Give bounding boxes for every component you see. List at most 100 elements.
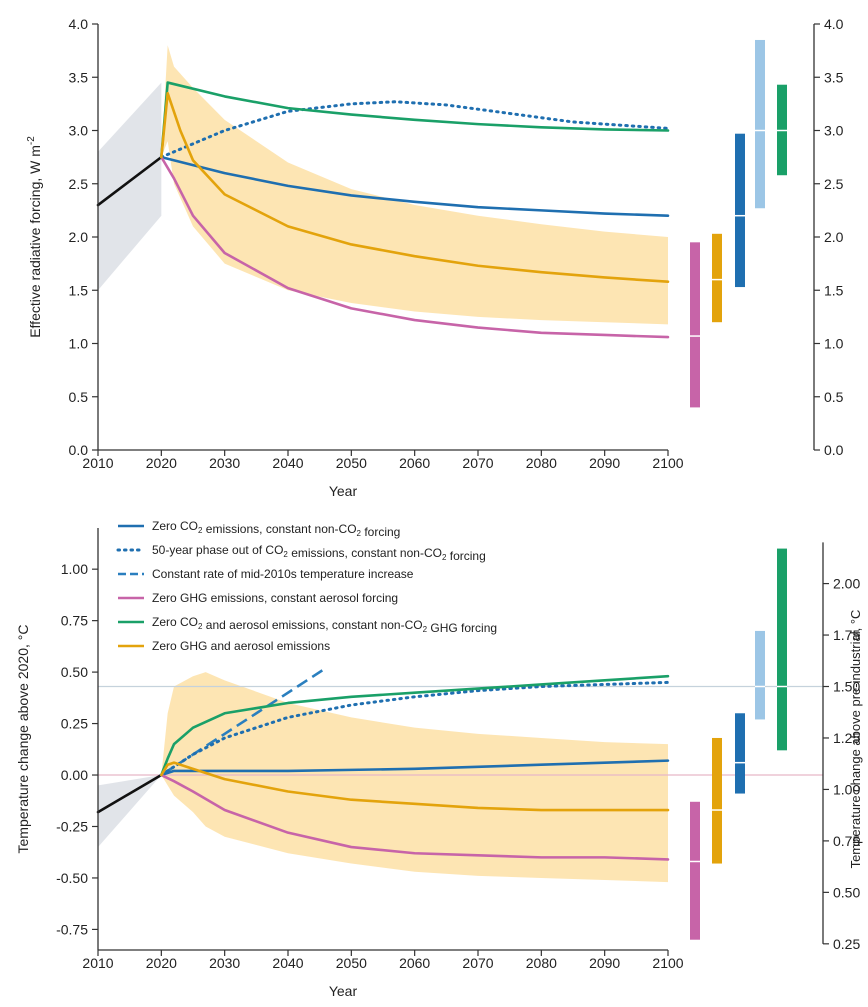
y-tick-label: 0.25 xyxy=(61,716,88,732)
y-tick-label: 2.0 xyxy=(69,229,89,245)
legend-text: emissions, constant non-CO xyxy=(202,522,356,536)
right-y-tick-label: 0.75 xyxy=(833,833,860,849)
right-y-tick-label: 0.50 xyxy=(833,884,860,900)
legend-text: GHG forcing xyxy=(427,621,497,635)
y-tick-label: 2.5 xyxy=(69,176,89,192)
y-tick-label: 3.0 xyxy=(69,123,89,139)
range-bar-zero_co2_aerosol xyxy=(777,548,787,751)
x-tick-label: 2040 xyxy=(272,955,303,971)
x-tick-label: 2080 xyxy=(526,955,557,971)
series-zero_co2 xyxy=(160,155,670,217)
legend-text: Zero CO xyxy=(152,519,198,533)
right-y-tick-label: 0.0 xyxy=(824,442,844,458)
series-history xyxy=(96,155,163,207)
range-bar-zero_ghg_aerosol xyxy=(712,737,722,864)
y-tick-label: -0.25 xyxy=(56,818,88,834)
range-bar-light_blue xyxy=(755,630,765,720)
series-phase_out xyxy=(159,100,670,159)
legend-label-zero_co2: Zero CO2 emissions, constant non-CO2 for… xyxy=(152,519,400,539)
series-zero_ghg xyxy=(160,773,670,861)
y-tick-label: 3.5 xyxy=(69,69,89,85)
legend-label-zero_co2_aerosol: Zero CO2 and aerosol emissions, constant… xyxy=(152,615,497,635)
y-tick-label: 4.0 xyxy=(69,16,89,32)
legend-label-phase_out: 50-year phase out of CO2 emissions, cons… xyxy=(152,543,486,563)
legend-subscript: 2 xyxy=(198,622,203,631)
series-zero_co2_aerosol xyxy=(160,674,670,777)
legend-subscript: 2 xyxy=(198,526,203,535)
legend-label-zero_ghg_aerosol: Zero GHG and aerosol emissions xyxy=(152,639,330,653)
legend-subscript: 2 xyxy=(442,553,447,562)
legend-subscript: 2 xyxy=(283,550,288,559)
x-tick-label: 2060 xyxy=(399,455,430,471)
x-tick-label: 2010 xyxy=(82,455,113,471)
x-tick-label: 2050 xyxy=(336,955,367,971)
legend-text: Zero GHG and aerosol emissions xyxy=(152,639,330,653)
right-y-tick-label: 1.50 xyxy=(833,679,860,695)
range-bar-zero_co2 xyxy=(735,133,745,288)
y-axis-label: Temperature change above 2020, °C xyxy=(15,625,31,854)
x-tick-label: 2030 xyxy=(209,955,240,971)
uncertainty-band xyxy=(161,45,669,325)
legend-label-const_rate: Constant rate of mid-2010s temperature i… xyxy=(152,567,414,581)
uncertainty-band xyxy=(161,672,669,883)
x-tick-label: 2090 xyxy=(589,455,620,471)
x-axis-label: Year xyxy=(329,483,358,499)
y-tick-label: -0.75 xyxy=(56,921,88,937)
y-tick-label: 1.00 xyxy=(61,561,88,577)
history-uncertainty-band xyxy=(98,82,162,291)
legend-text: Constant rate of mid-2010s temperature i… xyxy=(152,567,414,581)
x-tick-label: 2060 xyxy=(399,955,430,971)
right-y-tick-label: 3.0 xyxy=(824,123,844,139)
legend-subscript: 2 xyxy=(423,625,428,634)
series-history xyxy=(96,773,163,814)
legend-text: 50-year phase out of CO xyxy=(152,543,283,557)
right-y-tick-label: 0.25 xyxy=(833,936,860,952)
right-y-tick-label: 4.0 xyxy=(824,16,844,32)
legend-text: and aerosol emissions, constant non-CO xyxy=(202,618,422,632)
legend-text: forcing xyxy=(446,549,485,563)
legend-text: emissions, constant non-CO xyxy=(288,546,442,560)
range-bar-zero_co2 xyxy=(735,713,745,794)
right-y-tick-label: 3.5 xyxy=(824,69,844,85)
x-tick-label: 2070 xyxy=(462,455,493,471)
right-y-tick-label: 0.5 xyxy=(824,389,844,405)
legend-text: Zero GHG emissions, constant aerosol for… xyxy=(152,591,398,605)
x-tick-label: 2020 xyxy=(146,455,177,471)
y-tick-label: 0.50 xyxy=(61,664,88,680)
x-tick-label: 2080 xyxy=(526,455,557,471)
range-bar-zero_ghg xyxy=(690,801,700,940)
y-tick-label: 0.5 xyxy=(69,389,89,405)
right-y-tick-label: 2.00 xyxy=(833,576,860,592)
series-zero_ghg_aerosol xyxy=(160,91,670,284)
right-y-tick-label: 1.5 xyxy=(824,282,844,298)
x-tick-label: 2050 xyxy=(336,455,367,471)
x-tick-label: 2030 xyxy=(209,455,240,471)
x-tick-label: 2010 xyxy=(82,955,113,971)
history-uncertainty-band xyxy=(98,775,162,848)
range-bar-zero_ghg xyxy=(690,242,700,408)
right-y-tick-label: 1.25 xyxy=(833,730,860,746)
range-bar-light_blue xyxy=(755,39,765,209)
y-tick-label: 0.00 xyxy=(61,767,88,783)
range-bar-zero_ghg_aerosol xyxy=(712,233,722,323)
series-const_rate xyxy=(160,666,327,777)
x-tick-label: 2100 xyxy=(652,455,683,471)
right-y-tick-label: 1.00 xyxy=(833,781,860,797)
right-y-tick-label: 1.0 xyxy=(824,336,844,352)
right-y-tick-label: 1.75 xyxy=(833,627,860,643)
x-tick-label: 2100 xyxy=(652,955,683,971)
right-y-tick-label: 2.0 xyxy=(824,229,844,245)
y-tick-label: 1.0 xyxy=(69,336,89,352)
x-tick-label: 2040 xyxy=(272,455,303,471)
legend-text: Zero CO xyxy=(152,615,198,629)
y-axis-label-superscript: -2 xyxy=(26,136,37,145)
panel-forcing: 2010 2020 2030 2040 2050 2060 2070 2080 2090 2100… xyxy=(26,16,844,499)
legend-label-zero_ghg: Zero GHG emissions, constant aerosol for… xyxy=(152,591,398,605)
x-tick-label: 2070 xyxy=(462,955,493,971)
legend-subscript: 2 xyxy=(357,529,362,538)
right-y-axis-label: Temperature change above pre-industrial,… xyxy=(848,610,863,869)
y-axis-label: Effective radiative forcing, W m-2 xyxy=(26,136,43,338)
x-axis-label: Year xyxy=(329,983,358,999)
